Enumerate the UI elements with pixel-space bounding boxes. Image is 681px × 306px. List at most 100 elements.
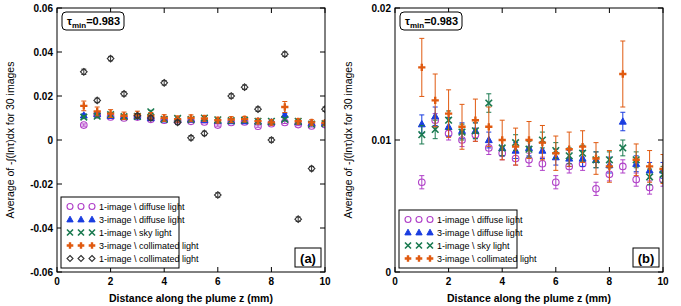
marker xyxy=(427,243,433,249)
legend: 1-image \ diffuse light3-image \ diffuse… xyxy=(399,210,537,268)
panel: 0246810-0.06-0.04-0.0200.020.040.06Dista… xyxy=(4,3,331,305)
x-tick-label: 2 xyxy=(446,276,452,287)
marker xyxy=(295,118,302,125)
marker xyxy=(553,179,560,186)
marker xyxy=(107,55,114,62)
marker xyxy=(579,143,586,150)
y-tick-label: 0.04 xyxy=(34,47,54,58)
marker xyxy=(308,119,315,125)
x-tick-label: 10 xyxy=(319,276,331,287)
x-tick xyxy=(555,8,556,13)
marker xyxy=(295,118,302,125)
marker xyxy=(78,242,85,249)
series xyxy=(419,114,664,196)
panel-label: (a) xyxy=(300,251,316,266)
legend-label: 1-image \ sky light xyxy=(99,228,172,238)
marker xyxy=(255,106,262,113)
error-bar xyxy=(620,160,625,173)
marker xyxy=(147,114,154,120)
marker xyxy=(427,217,433,223)
marker xyxy=(201,115,208,122)
marker xyxy=(78,256,84,262)
marker xyxy=(228,116,235,123)
marker xyxy=(81,69,88,76)
y-tick-label: 0.01 xyxy=(372,135,392,146)
marker xyxy=(67,256,73,262)
marker xyxy=(620,145,627,152)
marker xyxy=(78,204,84,210)
marker xyxy=(485,123,492,130)
error-bar xyxy=(81,69,86,74)
legend-label: 3-image \ collimated light xyxy=(99,241,199,251)
legend-label: 3-image \ diffuse light xyxy=(99,215,185,225)
x-tick-label: 6 xyxy=(215,276,221,287)
marker xyxy=(94,108,101,115)
marker xyxy=(633,156,640,163)
marker xyxy=(416,217,422,223)
annotation-part: =0.983 xyxy=(86,15,120,27)
error-bar xyxy=(620,112,625,130)
series xyxy=(80,110,325,125)
y-axis-label: Average of -∫(lnτ)dx for 30 images xyxy=(4,62,16,219)
marker xyxy=(89,230,95,236)
marker xyxy=(94,97,101,104)
series xyxy=(81,109,326,128)
x-tick xyxy=(502,8,503,13)
marker xyxy=(458,123,465,130)
x-tick-label: 10 xyxy=(657,276,669,287)
marker xyxy=(255,118,262,125)
error-bar xyxy=(81,124,86,126)
marker xyxy=(89,242,96,249)
marker xyxy=(174,119,181,126)
error-bar xyxy=(215,124,220,126)
marker xyxy=(89,204,95,210)
marker xyxy=(427,255,434,262)
marker xyxy=(148,115,155,122)
y-tick-label: 0 xyxy=(385,267,391,278)
marker xyxy=(107,110,114,117)
y-tick xyxy=(320,184,325,185)
marker xyxy=(67,216,73,222)
marker xyxy=(89,216,95,222)
marker xyxy=(472,117,479,124)
y-tick-label: -0.06 xyxy=(30,267,53,278)
marker xyxy=(215,116,222,123)
marker xyxy=(67,230,73,236)
x-tick-label: 0 xyxy=(392,276,398,287)
marker xyxy=(121,113,128,119)
x-tick xyxy=(217,8,218,13)
x-tick xyxy=(271,8,272,13)
marker xyxy=(633,176,640,183)
marker xyxy=(593,186,600,193)
series xyxy=(81,111,326,129)
error-bar xyxy=(419,125,424,143)
data-group xyxy=(418,38,663,195)
panel: 024681000.010.02Distance along the plume… xyxy=(342,3,669,305)
marker xyxy=(592,155,599,162)
marker xyxy=(121,91,128,98)
marker xyxy=(405,243,411,249)
error-bar xyxy=(594,182,599,195)
marker xyxy=(308,119,315,126)
marker xyxy=(134,111,141,118)
y-axis-label: Average of -∫(lnτ)dx for 30 images xyxy=(342,62,354,219)
marker xyxy=(486,100,493,107)
y-tick xyxy=(57,96,62,97)
marker xyxy=(81,122,88,129)
marker xyxy=(405,255,412,262)
marker xyxy=(268,119,275,126)
x-tick-label: 6 xyxy=(553,276,559,287)
annotation-part: min xyxy=(410,21,424,30)
x-tick xyxy=(609,267,610,272)
y-tick xyxy=(395,140,400,141)
annotation-part: =0.983 xyxy=(424,15,458,27)
marker xyxy=(405,229,411,235)
x-tick xyxy=(164,8,165,13)
marker xyxy=(419,179,426,186)
marker xyxy=(418,64,425,71)
annotation-box xyxy=(400,12,462,30)
figure: 0246810-0.06-0.04-0.0200.020.040.06Dista… xyxy=(0,0,681,306)
marker xyxy=(282,51,289,58)
y-tick xyxy=(320,140,325,141)
marker xyxy=(416,243,422,249)
